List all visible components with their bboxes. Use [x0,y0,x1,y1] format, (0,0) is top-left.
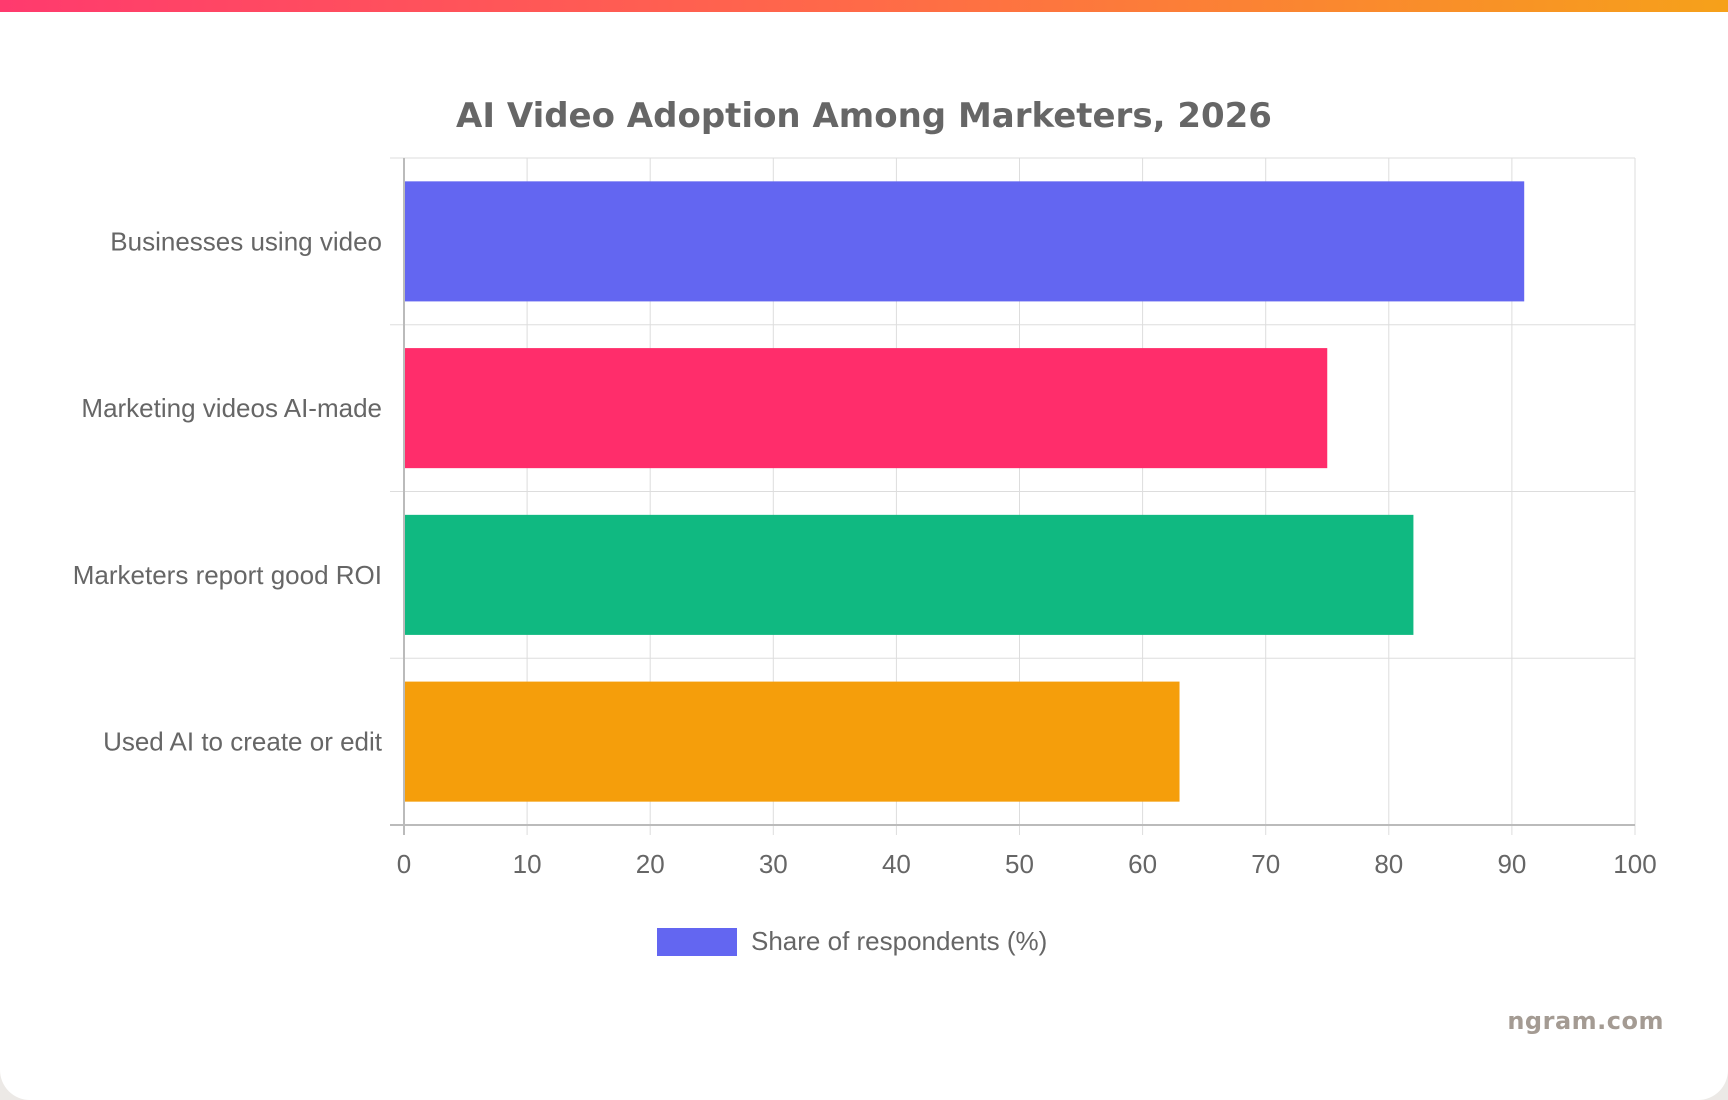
x-tick-label: 40 [882,849,911,879]
legend-label: Share of respondents (%) [751,926,1047,956]
legend[interactable]: Share of respondents (%) [657,926,1047,956]
bar[interactable] [404,514,1414,635]
x-tick-label: 50 [1005,849,1034,879]
x-tick-label: 10 [513,849,542,879]
bar[interactable] [404,681,1180,802]
category-label: Businesses using video [110,226,382,256]
x-tick-label: 0 [397,849,411,879]
x-tick-label: 70 [1251,849,1280,879]
category-label: Marketers report good ROI [73,560,382,590]
legend-swatch [657,928,737,956]
category-label: Used AI to create or edit [103,727,383,757]
top-gradient-strip [0,0,1728,12]
category-label: Marketing videos AI-made [81,393,382,423]
chart-title: AI Video Adoption Among Marketers, 2026 [456,96,1272,136]
x-tick-label: 20 [636,849,665,879]
bars [404,181,1525,802]
bar[interactable] [404,181,1525,302]
x-tick-label: 90 [1497,849,1526,879]
x-tick-label: 100 [1613,849,1656,879]
x-tick-label: 60 [1128,849,1157,879]
watermark: ngram.com [1507,1007,1664,1035]
x-tick-label: 80 [1374,849,1403,879]
bar[interactable] [404,348,1328,469]
category-labels: Businesses using video Marketing videos A… [73,226,383,756]
x-tick-label: 30 [759,849,788,879]
grid-lines [390,157,1636,835]
x-tick-labels: 0 10 20 30 40 50 60 70 80 90 100 [397,849,1657,879]
